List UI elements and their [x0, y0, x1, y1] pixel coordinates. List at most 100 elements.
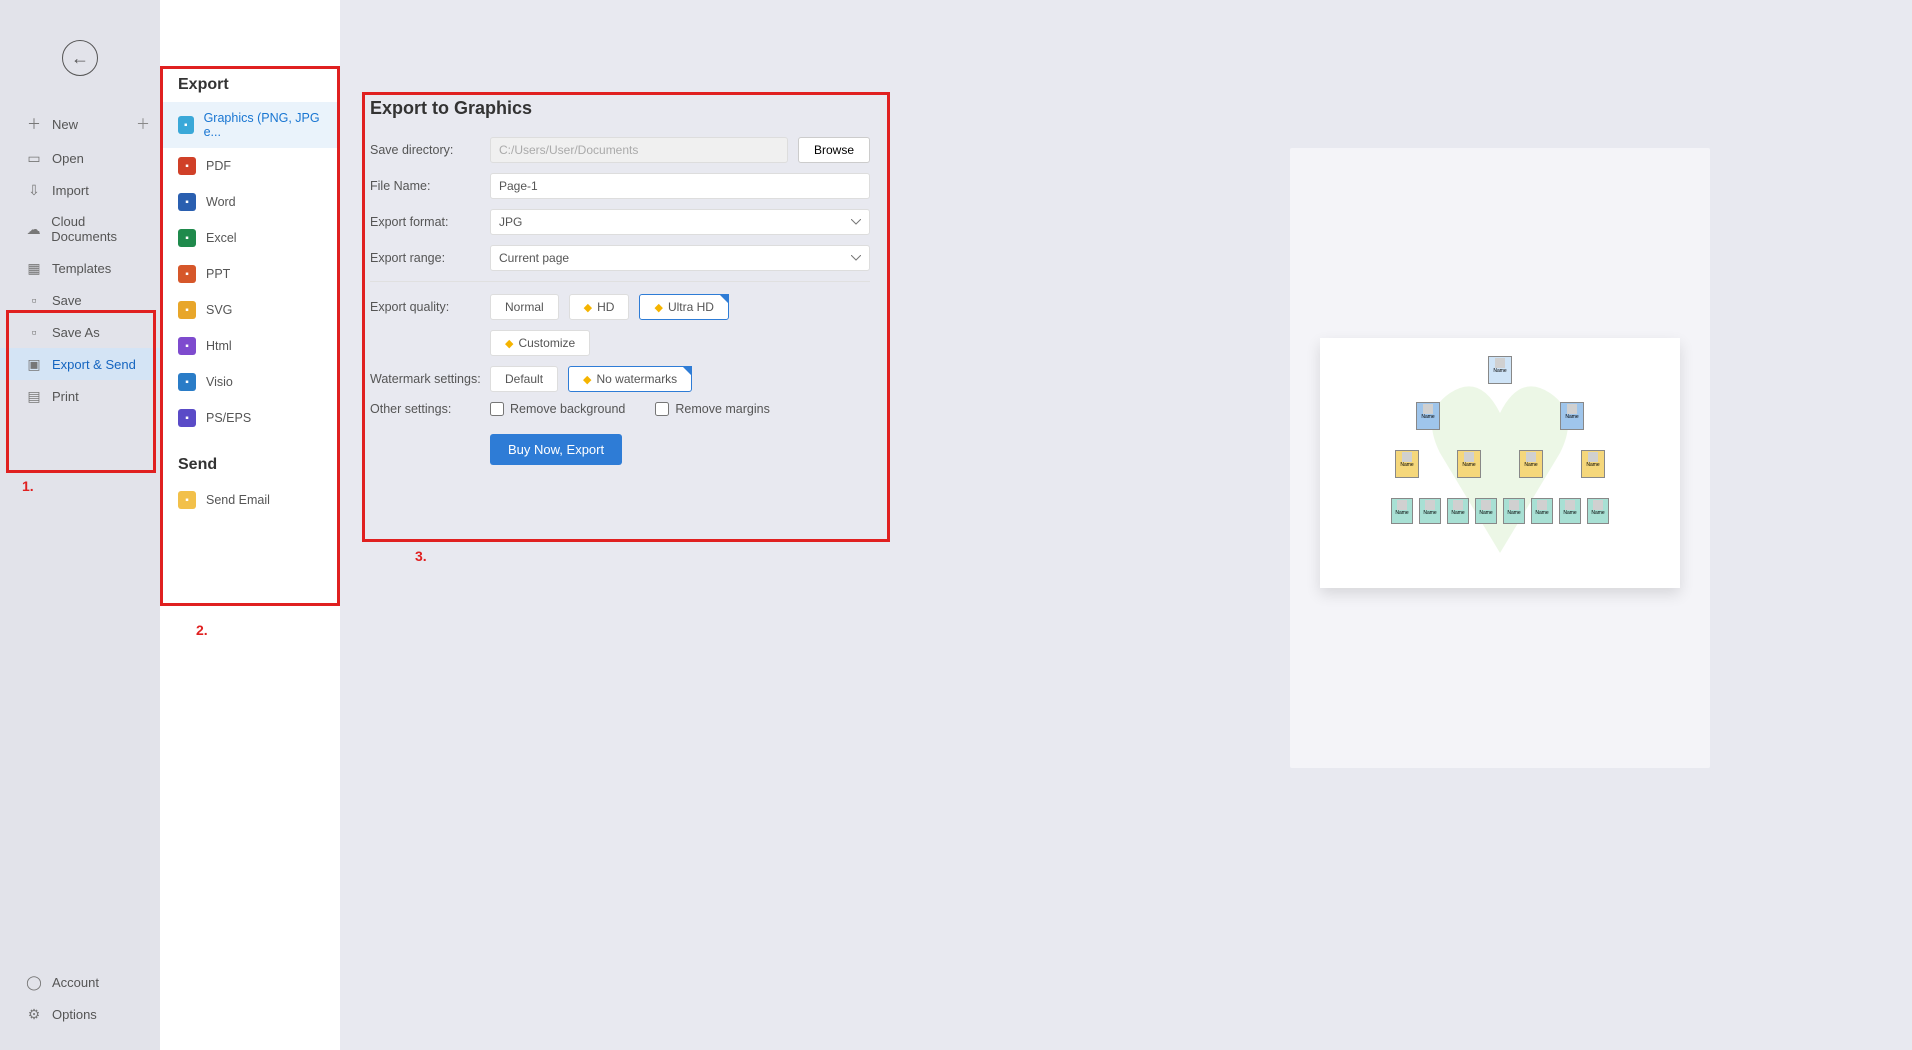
watermark-label: Default [505, 372, 543, 386]
export-heading: Export [160, 16, 340, 102]
diamond-icon: ◆ [583, 373, 591, 386]
quality-ultrahd[interactable]: ◆Ultra HD [639, 294, 728, 320]
sidebar-item-import[interactable]: ⇩Import [0, 174, 160, 206]
sidebar-item-label: Save As [52, 325, 100, 340]
sidebar-item-label: Export & Send [52, 357, 136, 372]
watermark-label: Watermark settings: [370, 372, 490, 386]
quality-hd[interactable]: ◆HD [569, 294, 630, 320]
browse-button[interactable]: Browse [798, 137, 870, 163]
customize-button[interactable]: ◆Customize [490, 330, 590, 356]
row-file-name: File Name: [370, 173, 870, 199]
export-type-html[interactable]: ▪ Html [160, 328, 340, 364]
file-name-input[interactable] [490, 173, 870, 199]
sidebar-item-account[interactable]: ◯Account [0, 966, 160, 998]
export-title: Export to Graphics [370, 98, 870, 119]
diamond-icon: ◆ [584, 301, 592, 314]
sidebar-item-templates[interactable]: ▦ Templates [0, 252, 160, 284]
export-settings-panel: Export to Graphics Save directory: Brows… [370, 98, 870, 465]
templates-icon: ▦ [26, 260, 42, 276]
range-select[interactable]: Current page [490, 245, 870, 271]
quality-normal[interactable]: Normal [490, 294, 559, 320]
export-type-label: Word [206, 195, 236, 209]
remove-margin-checkbox[interactable] [655, 402, 669, 416]
sidebar-item-saveas[interactable]: ▫ Save As [0, 316, 160, 348]
quality-options: Normal◆HD◆Ultra HD [490, 294, 729, 320]
sidebar-item-label: Options [52, 1007, 97, 1022]
export-type-visio[interactable]: ▪Visio [160, 364, 340, 400]
export-type-label: SVG [206, 303, 232, 317]
main-area: Export to Graphics Save directory: Brows… [340, 0, 1912, 1050]
watermark-default[interactable]: Default [490, 366, 558, 392]
org-chart: NameNameNameNameNameNameNameNameNameName… [1320, 338, 1680, 588]
sidebar-item-options[interactable]: ⚙ Options [0, 998, 160, 1030]
watermark-nowatermarks[interactable]: ◆ No watermarks [568, 366, 692, 392]
saveas-icon: ▫ [26, 324, 42, 340]
sidebar-item-cloud[interactable]: ☁ Cloud Documents [0, 206, 160, 252]
annotation-1: 1. [22, 478, 34, 494]
save-dir-label: Save directory: [370, 143, 490, 157]
send-type-list: ▪Send Email [160, 482, 340, 518]
sidebar-item-label: Templates [52, 261, 111, 276]
export-primary-button[interactable]: Buy Now, Export [490, 434, 622, 465]
html-file-icon: ▪ [178, 337, 196, 355]
remove-bg-check[interactable]: Remove background [490, 402, 625, 416]
row-quality: Export quality: Normal◆HD◆Ultra HD [370, 294, 870, 320]
remove-bg-label: Remove background [510, 402, 625, 416]
other-label: Other settings: [370, 402, 490, 416]
export-type-list: ▪Graphics (PNG, JPG e...▪PDF▪Word▪Excel▪… [160, 102, 340, 436]
new-plus-icon[interactable]: ＋ [136, 114, 150, 134]
file-name-label: File Name: [370, 179, 490, 193]
open-icon: ▭ [26, 150, 42, 166]
export-type-word[interactable]: ▪ Word [160, 184, 340, 220]
sidebar-item-label: Cloud Documents [51, 214, 150, 244]
quality-label: Ultra HD [668, 300, 714, 314]
options-icon: ⚙ [26, 1006, 42, 1022]
export-icon: ▣ [26, 356, 42, 372]
export-type-label: PDF [206, 159, 231, 173]
row-customize: ◆Customize [370, 330, 870, 356]
export-type-label: Excel [206, 231, 237, 245]
row-format: Export format: JPG [370, 209, 870, 235]
row-other: Other settings: Remove background Remove… [370, 402, 870, 416]
word-file-icon: ▪ [178, 193, 196, 211]
back-button[interactable]: ← [62, 40, 98, 76]
quality-label: Normal [505, 300, 544, 314]
pseps-file-icon: ▪ [178, 409, 196, 427]
watermark-label: No watermarks [597, 372, 678, 386]
export-type-excel[interactable]: ▪Excel [160, 220, 340, 256]
email-file-icon: ▪ [178, 491, 196, 509]
export-type-email[interactable]: ▪Send Email [160, 482, 340, 518]
left-items: ＋New＋▭Open⇩Import☁Cloud Documents▦Templa… [0, 106, 160, 412]
annotation-2: 2. [196, 622, 208, 638]
pdf-file-icon: ▪ [178, 157, 196, 175]
export-type-ppt[interactable]: ▪PPT [160, 256, 340, 292]
export-type-panel: Export ▪Graphics (PNG, JPG e...▪PDF▪Word… [160, 0, 340, 1050]
row-range: Export range: Current page [370, 245, 870, 271]
remove-bg-checkbox[interactable] [490, 402, 504, 416]
graphics-file-icon: ▪ [178, 116, 194, 134]
sidebar-item-open[interactable]: ▭Open [0, 142, 160, 174]
remove-margin-check[interactable]: Remove margins [655, 402, 769, 416]
export-type-graphics[interactable]: ▪Graphics (PNG, JPG e... [160, 102, 340, 148]
sidebar-item-new[interactable]: ＋New＋ [0, 106, 160, 142]
format-select[interactable]: JPG [490, 209, 870, 235]
sidebar-item-save[interactable]: ▫Save [0, 284, 160, 316]
sidebar-item-label: Save [52, 293, 82, 308]
export-type-pseps[interactable]: ▪ PS/EPS [160, 400, 340, 436]
left-bottom: ◯Account ⚙ Options [0, 966, 160, 1030]
sidebar-item-export[interactable]: ▣ Export & Send [0, 348, 160, 380]
quality-label: Export quality: [370, 300, 490, 314]
sidebar-item-print[interactable]: ▤Print [0, 380, 160, 412]
left-sidebar: ← ＋New＋▭Open⇩Import☁Cloud Documents▦Temp… [0, 0, 160, 1050]
watermark-options: Default ◆ No watermarks [490, 366, 692, 392]
sidebar-item-label: Account [52, 975, 99, 990]
export-type-svg[interactable]: ▪SVG [160, 292, 340, 328]
sidebar-item-label: Print [52, 389, 79, 404]
customize-label: Customize [518, 336, 575, 350]
export-type-pdf[interactable]: ▪ PDF [160, 148, 340, 184]
export-type-label: Html [206, 339, 232, 353]
sidebar-item-label: New [52, 117, 78, 132]
export-type-label: PS/EPS [206, 411, 251, 425]
cloud-icon: ☁ [26, 221, 41, 237]
sidebar-item-label: Import [52, 183, 89, 198]
